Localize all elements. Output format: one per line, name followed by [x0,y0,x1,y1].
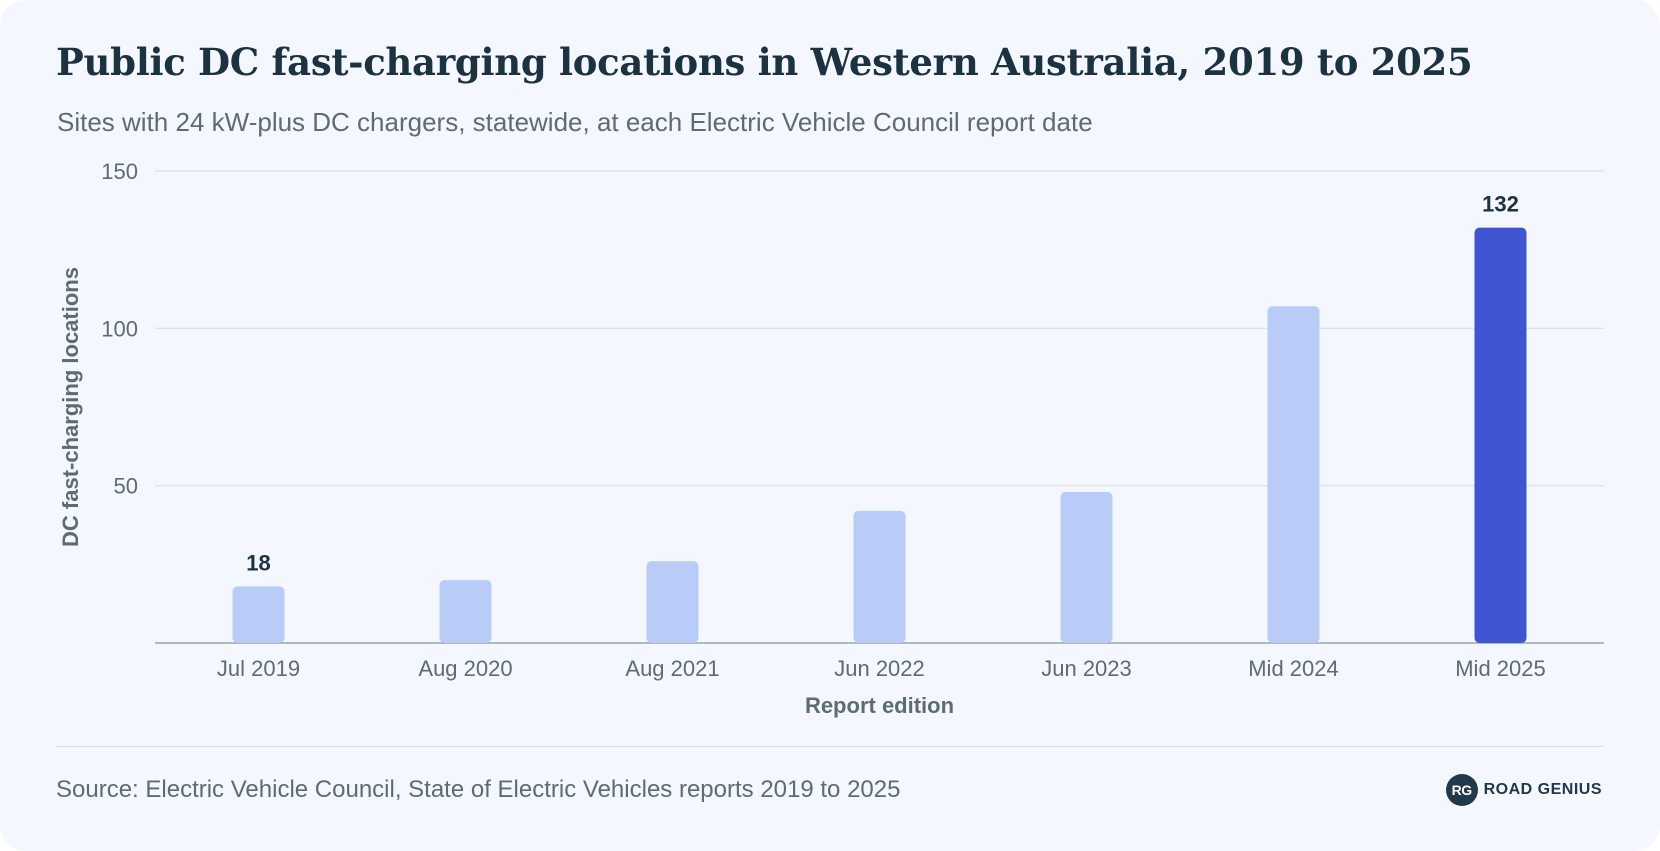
data-label: 18 [246,550,270,575]
bar [1267,306,1320,643]
y-tick-label: 100 [101,316,138,341]
bar [1474,227,1527,643]
brand-name: ROAD GENIUS [1483,781,1602,798]
bar [646,561,699,643]
x-tick-label: Jun 2023 [1041,656,1132,681]
bar-chart: 50 100 150 Jul 2019 18 Aug 2020 Aug 2021 Jun 20… [58,159,1604,718]
bar [439,580,492,643]
x-tick-label: Jul 2019 [217,656,300,681]
source-note: Source: Electric Vehicle Council, State … [56,776,901,803]
data-label: 132 [1482,192,1519,217]
bar [1060,491,1113,643]
x-tick-label: Aug 2020 [418,656,512,681]
chart-title: Public DC fast-charging locations in Wes… [56,40,1473,84]
x-tick-label: Jun 2022 [834,656,925,681]
chart-subtitle: Sites with 24 kW-plus DC chargers, state… [57,107,1093,137]
y-tick-label: 50 [114,474,138,499]
x-axis-title: Report edition [805,693,954,718]
y-tick-label: 150 [101,159,138,184]
bar [853,510,906,643]
x-tick-label: Aug 2021 [625,656,719,681]
brand-logo: RG ROAD GENIUS [1445,774,1602,806]
brand-mark-icon: RG [1445,774,1478,806]
y-axis-title: DC fast-charging locations [58,267,83,547]
bar [232,586,285,643]
footer-divider [56,746,1604,747]
x-tick-label: Mid 2024 [1248,656,1339,681]
x-tick-label: Mid 2025 [1455,656,1546,681]
